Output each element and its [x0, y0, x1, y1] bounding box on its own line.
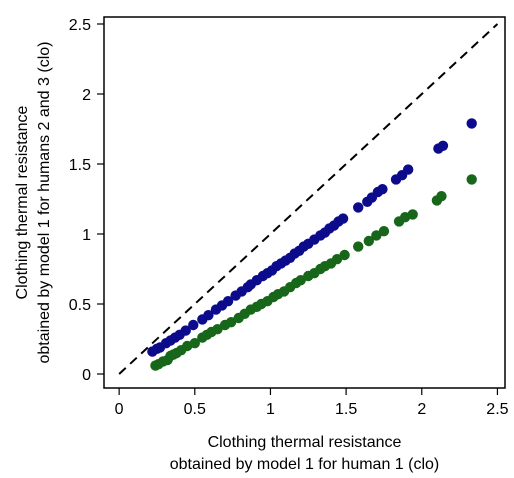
data-point-series-2 [225, 317, 237, 328]
x-tick-label: 0.5 [184, 401, 206, 418]
x-tick-label: 0 [115, 401, 124, 418]
reference-line-layer [118, 23, 499, 375]
data-point-series-2 [212, 324, 223, 335]
y-tick-label: 0.5 [69, 297, 91, 314]
x-tick-label: 2.5 [486, 401, 508, 418]
data-point-series-1 [437, 140, 449, 151]
data-point-series-2 [363, 235, 375, 247]
plot-frame [103, 16, 506, 389]
data-point-series-1 [180, 325, 191, 336]
data-point-series-2 [407, 209, 418, 220]
data-point-series-1 [222, 296, 234, 307]
data-point-series-2 [378, 226, 390, 237]
y-axis: 0 0.5 1 1.5 2 2.5 [69, 17, 104, 384]
data-point-series-1 [402, 164, 414, 175]
x-axis-title-line-1: Clothing thermal resistance [208, 434, 402, 451]
y-tick-label: 1 [82, 227, 91, 244]
points-layer [147, 118, 477, 371]
plot-border [103, 16, 506, 389]
data-point-series-1 [353, 202, 364, 213]
y-tick-label: 1.5 [69, 157, 91, 174]
data-point-series-1 [188, 319, 199, 331]
data-point-series-1 [377, 184, 388, 195]
x-tick-label: 1 [266, 401, 275, 418]
data-point-series-2 [339, 249, 350, 261]
x-axis: 0 0.5 1 1.5 2 2.5 [115, 388, 509, 418]
data-point-series-1 [466, 118, 477, 129]
data-point-series-2 [189, 338, 200, 349]
y-axis-title-line-1: Clothing thermal resistance [14, 105, 31, 299]
data-point-series-2 [371, 230, 382, 241]
y-tick-label: 2.5 [69, 17, 91, 34]
data-point-series-2 [331, 254, 343, 265]
y-tick-label: 2 [82, 87, 91, 104]
data-point-series-1 [337, 213, 349, 224]
reference-line [118, 23, 499, 375]
data-point-series-2 [436, 191, 447, 202]
x-tick-label: 2 [417, 401, 426, 418]
x-tick-label: 1.5 [335, 401, 357, 418]
data-point-series-1 [203, 310, 214, 321]
y-tick-label: 0 [82, 367, 91, 384]
x-axis-title-line-2: obtained by model 1 for human 1 (clo) [170, 456, 439, 473]
y-axis-title-line-2: obtained by model 1 for humans 2 and 3 (… [36, 42, 53, 364]
data-point-series-2 [295, 275, 306, 286]
data-point-series-2 [353, 241, 364, 252]
data-point-series-2 [466, 174, 477, 185]
